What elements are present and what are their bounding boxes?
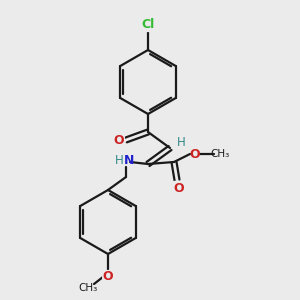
Text: O: O (190, 148, 200, 160)
Text: O: O (174, 182, 184, 194)
Text: Cl: Cl (141, 19, 154, 32)
Text: O: O (114, 134, 124, 148)
Text: CH₃: CH₃ (210, 149, 230, 159)
Text: H: H (177, 136, 185, 149)
Text: CH₃: CH₃ (78, 283, 98, 293)
Text: O: O (103, 271, 113, 284)
Text: H: H (115, 154, 123, 167)
Text: N: N (124, 154, 134, 167)
